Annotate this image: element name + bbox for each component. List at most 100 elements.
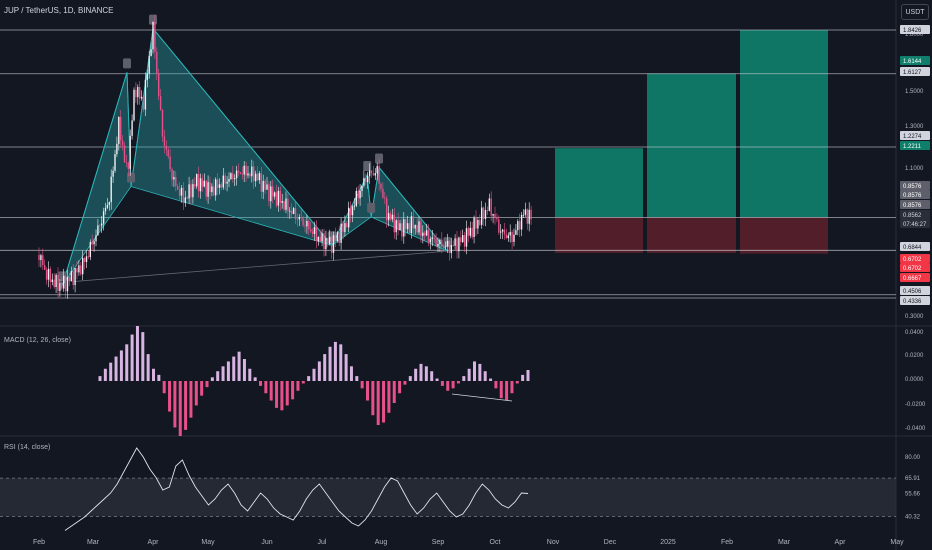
candle-body xyxy=(384,197,386,199)
harmonic-pattern-1-triangle-bcd xyxy=(130,27,333,247)
candle-body xyxy=(247,173,249,176)
rsi-line xyxy=(64,447,529,531)
candle-body xyxy=(420,221,422,236)
svg-text:1.6144: 1.6144 xyxy=(903,59,922,65)
macd-histogram-bar xyxy=(109,362,113,381)
candle-body xyxy=(368,170,371,177)
macd-histogram-bar xyxy=(360,381,364,389)
candle-body xyxy=(435,238,437,247)
candle-body xyxy=(239,172,242,174)
macd-histogram-bar xyxy=(291,381,295,400)
candle-body xyxy=(281,201,283,203)
macd-histogram-bar xyxy=(194,381,198,406)
candle-body xyxy=(473,217,475,238)
candle-body xyxy=(306,220,308,227)
macd-histogram-bar xyxy=(339,344,343,381)
candle-body xyxy=(224,175,226,184)
macd-axis-tick: 0.0200 xyxy=(905,353,924,359)
candle-body xyxy=(397,220,399,231)
currency-button[interactable]: USDT xyxy=(901,4,929,20)
candle-body xyxy=(106,204,109,208)
candle-body xyxy=(496,218,498,220)
macd-histogram-bar xyxy=(125,344,129,381)
candle-body xyxy=(186,197,188,199)
candle-body xyxy=(251,166,253,177)
macd-histogram-bar xyxy=(210,377,214,381)
pattern-point-marker xyxy=(375,153,384,164)
candle-body xyxy=(53,279,55,287)
macd-histogram-bar xyxy=(403,381,407,385)
candle-body xyxy=(376,166,378,174)
macd-histogram-bar xyxy=(489,378,493,381)
candle-body xyxy=(64,275,67,292)
candle-body xyxy=(391,214,394,220)
candle-body xyxy=(241,173,243,175)
candle-body xyxy=(452,245,454,246)
svg-text:0.6667: 0.6667 xyxy=(903,276,922,282)
time-axis-label: Nov xyxy=(547,539,560,546)
macd-histogram-bar xyxy=(349,366,353,381)
candle-body xyxy=(336,232,338,241)
candle-body xyxy=(262,180,264,192)
candle-body xyxy=(431,237,433,239)
candle-body xyxy=(45,269,48,280)
price-axis-tag: 0.8562 xyxy=(900,210,930,219)
candle-body xyxy=(378,166,380,184)
candle-body xyxy=(446,240,449,247)
macd-histogram-bar xyxy=(114,356,118,381)
candle-body xyxy=(163,136,166,146)
candle-body xyxy=(526,209,528,224)
candle-body xyxy=(498,219,500,233)
candle-body xyxy=(416,225,418,233)
candle-body xyxy=(323,233,325,250)
candle-body xyxy=(380,183,382,189)
macd-histogram-bar xyxy=(135,326,139,381)
harmonic-pattern-1-legs xyxy=(61,27,333,286)
price-axis-tag: 0.4336 xyxy=(900,296,930,305)
price-axis-tag: 0.8576 xyxy=(900,181,930,190)
macd-histogram-bar xyxy=(494,381,498,389)
harmonic-pattern-1-triangle-xab xyxy=(62,72,132,286)
macd-histogram-bar xyxy=(162,381,166,394)
candle-body xyxy=(70,271,72,282)
macd-histogram-bar xyxy=(408,376,412,381)
candle-body xyxy=(479,220,481,225)
svg-text:0.6702: 0.6702 xyxy=(903,266,922,272)
candle-body xyxy=(260,173,262,192)
candle-body xyxy=(120,116,122,141)
candle-body xyxy=(140,96,143,99)
candle-body xyxy=(481,207,483,225)
pattern-point-marker xyxy=(367,202,376,213)
time-axis-label: Mar xyxy=(778,539,791,546)
candle-body xyxy=(97,225,99,236)
candle-body xyxy=(42,255,44,266)
candle-body xyxy=(302,218,304,226)
candle-body xyxy=(418,221,420,233)
candle-body xyxy=(74,268,76,286)
macd-divergence-line xyxy=(451,393,513,402)
macd-histogram-bar xyxy=(189,381,193,418)
candle-body xyxy=(133,89,135,121)
candle-body xyxy=(477,220,479,229)
candle-body xyxy=(429,238,432,243)
macd-histogram-bar xyxy=(440,381,444,386)
position-stop-zone xyxy=(647,217,736,253)
macd-histogram-bar xyxy=(451,381,455,389)
macd-histogram-bar xyxy=(221,366,225,381)
candle-body xyxy=(389,213,392,220)
candle-body xyxy=(199,178,202,192)
candle-body xyxy=(520,215,523,230)
candle-body xyxy=(317,237,319,241)
candle-body xyxy=(215,179,217,196)
candle-body xyxy=(114,154,116,171)
candle-body xyxy=(279,190,281,203)
candle-body xyxy=(363,177,365,186)
candle-body xyxy=(414,225,416,229)
candle-body xyxy=(171,169,173,180)
time-axis-label: Dec xyxy=(604,539,617,546)
candle-body xyxy=(216,179,219,188)
candle-body xyxy=(365,177,367,183)
candle-body xyxy=(395,220,397,233)
candle-body xyxy=(310,229,312,232)
